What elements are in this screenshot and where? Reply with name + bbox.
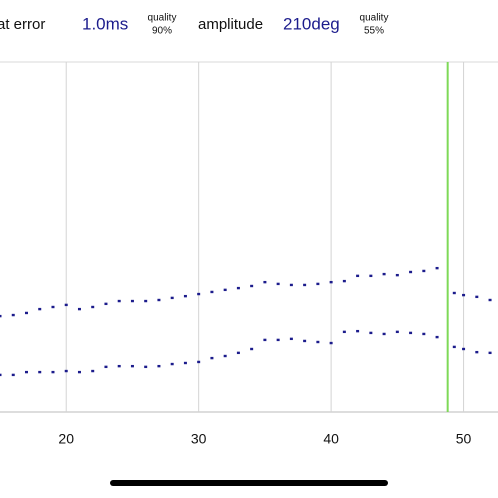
- point: [183, 294, 187, 298]
- point: [104, 365, 108, 369]
- point: [356, 274, 360, 278]
- point: [197, 292, 201, 296]
- point: [422, 332, 426, 336]
- point: [51, 370, 55, 374]
- point: [210, 356, 214, 360]
- point: [11, 313, 15, 317]
- point: [488, 351, 492, 355]
- point: [329, 341, 333, 345]
- point: [342, 279, 346, 283]
- point: [91, 305, 95, 309]
- point: [130, 299, 134, 303]
- point: [289, 337, 293, 341]
- point: [250, 284, 254, 288]
- point: [475, 295, 479, 299]
- x-tick-label: 40: [323, 431, 339, 447]
- point: [475, 350, 479, 354]
- point: [435, 266, 439, 270]
- point: [329, 280, 333, 284]
- point: [382, 272, 386, 276]
- point: [130, 364, 134, 368]
- point: [38, 370, 42, 374]
- point: [452, 291, 456, 295]
- point: [276, 282, 280, 286]
- point: [462, 347, 466, 351]
- point: [223, 354, 227, 358]
- point: [157, 298, 161, 302]
- point: [452, 345, 456, 349]
- point: [170, 362, 174, 366]
- point: [382, 332, 386, 336]
- point: [117, 364, 121, 368]
- point: [289, 283, 293, 287]
- point: [104, 302, 108, 306]
- quality-label: quality: [360, 13, 389, 24]
- point: [197, 360, 201, 364]
- point: [144, 365, 148, 369]
- point: [369, 274, 373, 278]
- point: [488, 298, 492, 302]
- point: [276, 338, 280, 342]
- point: [64, 303, 68, 307]
- point: [303, 339, 307, 343]
- point: [24, 370, 28, 374]
- point: [303, 283, 307, 287]
- point: [250, 347, 254, 351]
- point: [0, 314, 2, 318]
- point: [11, 373, 15, 377]
- point: [144, 299, 148, 303]
- point: [223, 288, 227, 292]
- point: [77, 307, 81, 311]
- point: [462, 293, 466, 297]
- quality-value: 90%: [152, 26, 172, 37]
- point: [236, 286, 240, 290]
- point: [38, 307, 42, 311]
- point: [77, 370, 81, 374]
- point: [395, 330, 399, 334]
- point: [64, 369, 68, 373]
- x-tick-label: 20: [58, 431, 74, 447]
- point: [117, 299, 121, 303]
- point: [183, 361, 187, 365]
- point: [263, 338, 267, 342]
- point: [0, 373, 2, 377]
- point: [409, 270, 413, 274]
- point: [263, 280, 267, 284]
- point: [395, 273, 399, 277]
- point: [369, 331, 373, 335]
- header-label: at error: [0, 16, 45, 33]
- home-indicator: [110, 480, 388, 486]
- point: [356, 329, 360, 333]
- point: [24, 311, 28, 315]
- point: [157, 364, 161, 368]
- point: [210, 290, 214, 294]
- point: [422, 269, 426, 273]
- x-tick-label: 30: [191, 431, 207, 447]
- point: [316, 340, 320, 344]
- x-tick-label: 50: [456, 431, 472, 447]
- point: [409, 331, 413, 335]
- point: [170, 296, 174, 300]
- point: [91, 369, 95, 373]
- point: [236, 351, 240, 355]
- point: [342, 330, 346, 334]
- quality-label: quality: [148, 13, 177, 24]
- header-value: 1.0ms: [82, 14, 128, 33]
- header-value: 210deg: [283, 14, 340, 33]
- point: [51, 305, 55, 309]
- header-label: amplitude: [198, 16, 263, 33]
- quality-value: 55%: [364, 26, 384, 37]
- point: [435, 335, 439, 339]
- point: [316, 282, 320, 286]
